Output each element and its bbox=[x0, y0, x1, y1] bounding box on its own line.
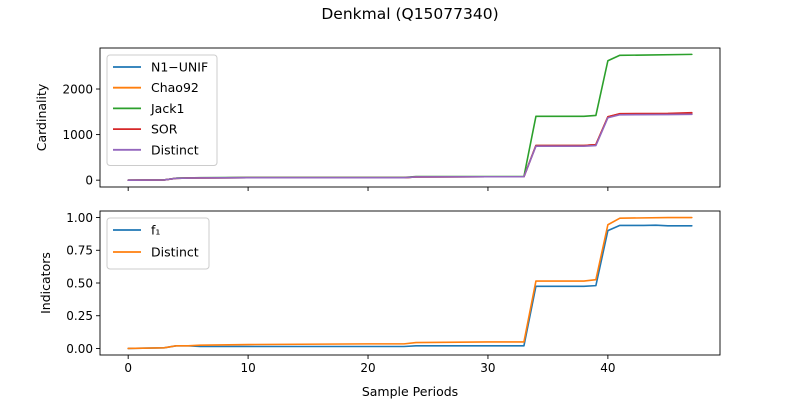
y-tick-label: 0.00 bbox=[66, 342, 93, 356]
legend-box bbox=[106, 54, 218, 166]
legend-label: f₁ bbox=[151, 223, 160, 238]
chart-panel-1: 0 1000 2000 Cardinality N1−UNIF Chao92 Jack1 SO… bbox=[34, 47, 721, 191]
legend-label: Distinct bbox=[151, 142, 199, 157]
axes-frame bbox=[99, 47, 721, 188]
y-axis-label: Indicators bbox=[38, 252, 53, 314]
chart-panel-2: 0 10 20 30 40 0.00 0.25 0.50 0.75 1.00 Indicators S… bbox=[38, 210, 721, 399]
legend: N1−UNIF Chao92 Jack1 SOR Distinct bbox=[106, 54, 218, 166]
figure-title: Denkmal (Q15077340) bbox=[321, 5, 498, 23]
x-axis-label: Sample Periods bbox=[362, 384, 458, 399]
series-line-2-2 bbox=[127, 216, 693, 350]
chart-panels: 0 1000 2000 Cardinality N1−UNIF Chao92 Jack1 SO… bbox=[34, 47, 721, 399]
x-tick-label: 30 bbox=[480, 361, 495, 375]
y-tick-label: 1000 bbox=[62, 128, 93, 142]
legend-label: SOR bbox=[151, 122, 178, 137]
x-tick-label: 10 bbox=[240, 361, 255, 375]
legend: f₁ Distinct bbox=[106, 217, 210, 270]
x-tick-label: 40 bbox=[600, 361, 615, 375]
y-tick-label: 0.50 bbox=[66, 276, 93, 290]
x-tick-label: 20 bbox=[360, 361, 375, 375]
y-tick-label: 0.25 bbox=[66, 309, 93, 323]
x-tick-label: 0 bbox=[124, 361, 132, 375]
legend-label: Jack1 bbox=[150, 101, 184, 116]
legend-label: Chao92 bbox=[151, 80, 199, 95]
legend-label: N1−UNIF bbox=[151, 60, 208, 75]
legend-label: Distinct bbox=[151, 245, 199, 260]
y-tick-label: 0 bbox=[85, 173, 93, 187]
y-axis-label: Cardinality bbox=[34, 83, 49, 151]
y-tick-label: 2000 bbox=[62, 82, 93, 96]
series-line-1-5 bbox=[127, 113, 693, 181]
y-tick-label: 0.75 bbox=[66, 244, 93, 258]
y-tick-label: 1.00 bbox=[66, 211, 93, 225]
